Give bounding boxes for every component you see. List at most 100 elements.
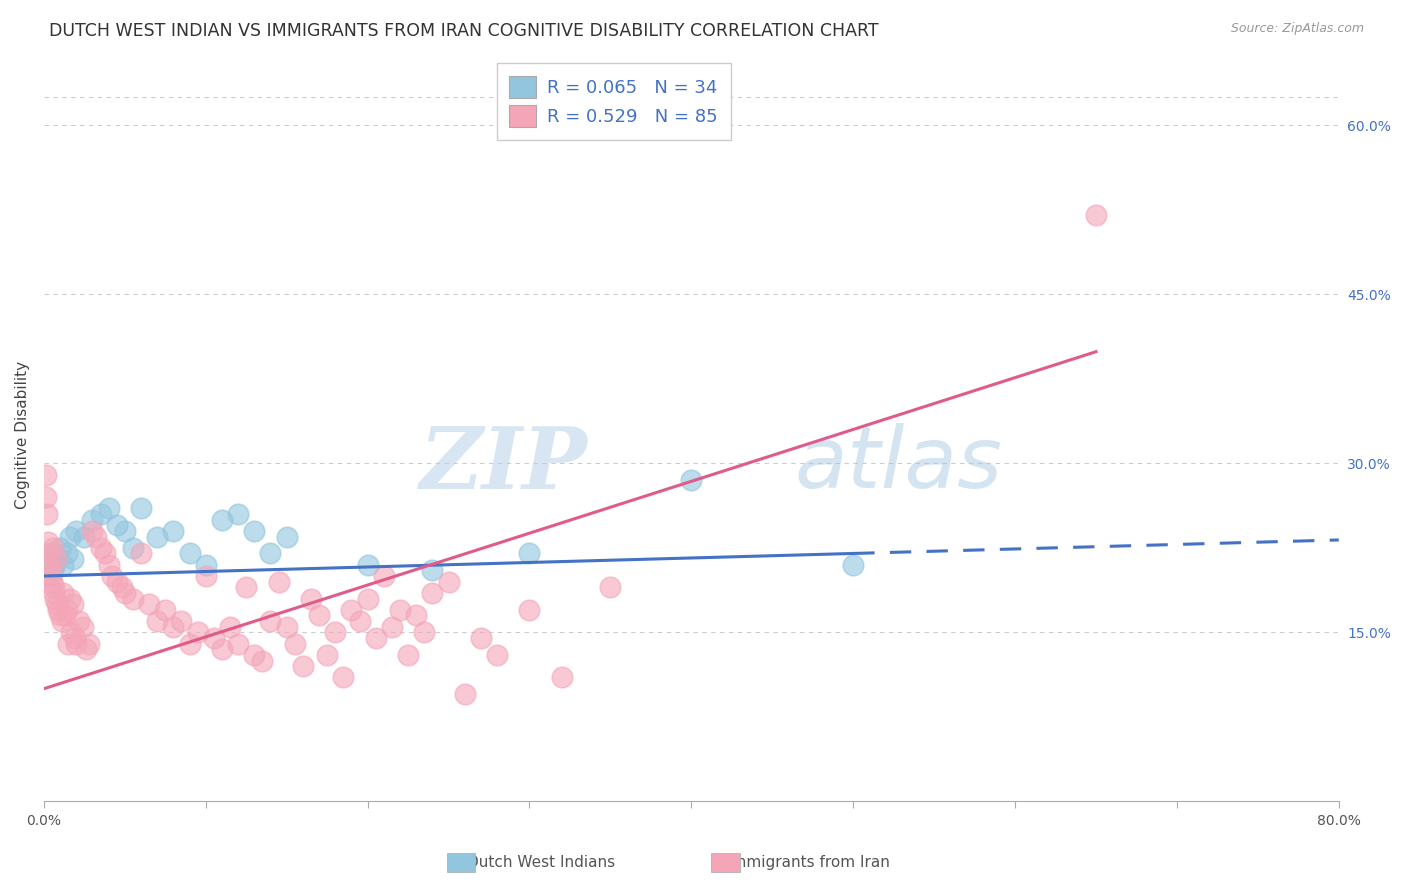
Point [681,473,703,487]
Point [396,648,419,662]
Point [316,648,339,662]
Point [146,530,169,544]
Point [94,546,117,560]
Point [219,620,242,634]
Point [405,608,427,623]
Point [373,569,395,583]
Point [110,580,132,594]
Point [276,530,298,544]
Point [470,631,492,645]
Point [49,608,72,623]
Point [41,563,63,577]
Point [138,597,160,611]
Point [276,620,298,634]
Point [129,546,152,560]
Point [284,637,307,651]
Point [162,524,184,538]
Point [381,620,404,634]
Point [422,586,444,600]
Point [41,574,63,589]
Point [49,541,72,555]
Point [122,591,145,606]
Point [243,524,266,538]
Point [105,518,128,533]
Point [56,637,79,651]
Point [65,637,87,651]
Point [332,670,354,684]
Point [44,591,66,606]
Point [129,501,152,516]
Text: Dutch West Indians: Dutch West Indians [467,855,616,870]
Point [82,524,104,538]
Point [42,546,65,560]
Point [146,614,169,628]
Point [97,501,120,516]
Point [340,603,363,617]
Point [65,524,87,538]
Point [55,546,77,560]
Point [454,687,477,701]
Point [72,620,94,634]
Point [48,603,70,617]
Point [62,597,84,611]
Point [202,631,225,645]
Point [44,586,66,600]
Point [52,558,75,572]
Point [170,614,193,628]
Point [73,530,96,544]
Point [39,569,62,583]
Point [53,608,76,623]
Point [37,569,59,583]
Point [155,603,177,617]
Point [243,648,266,662]
Point [842,558,865,572]
Point [356,591,378,606]
Point [252,654,274,668]
Point [114,586,136,600]
Point [599,580,621,594]
Point [179,546,201,560]
Point [75,642,97,657]
Point [211,513,233,527]
Point [60,625,83,640]
Text: atlas: atlas [794,423,1002,506]
Point [45,552,67,566]
Point [44,558,66,572]
Point [37,507,59,521]
Point [38,558,60,572]
Point [388,603,411,617]
Point [226,507,249,521]
Point [486,648,509,662]
Point [114,524,136,538]
Point [235,580,257,594]
Point [37,535,59,549]
Point [259,614,281,628]
Point [59,591,82,606]
Point [52,586,75,600]
Point [39,563,62,577]
Point [187,625,209,640]
Point [42,541,65,555]
Point [226,637,249,651]
Point [267,574,290,589]
Legend: R = 0.065   N = 34, R = 0.529   N = 85: R = 0.065 N = 34, R = 0.529 N = 85 [496,63,731,140]
Point [84,530,107,544]
Text: DUTCH WEST INDIAN VS IMMIGRANTS FROM IRAN COGNITIVE DISABILITY CORRELATION CHART: DUTCH WEST INDIAN VS IMMIGRANTS FROM IRA… [49,22,879,40]
Point [90,541,112,555]
Point [551,670,574,684]
Point [162,620,184,634]
Text: Source: ZipAtlas.com: Source: ZipAtlas.com [1230,22,1364,36]
Point [55,603,77,617]
Point [62,552,84,566]
Point [69,614,91,628]
Text: Immigrants from Iran: Immigrants from Iran [727,855,890,870]
Point [422,563,444,577]
Point [59,530,82,544]
Point [349,614,371,628]
Point [45,552,67,566]
Point [1085,208,1108,222]
Point [51,614,73,628]
Point [259,546,281,560]
Point [77,637,100,651]
Point [82,513,104,527]
